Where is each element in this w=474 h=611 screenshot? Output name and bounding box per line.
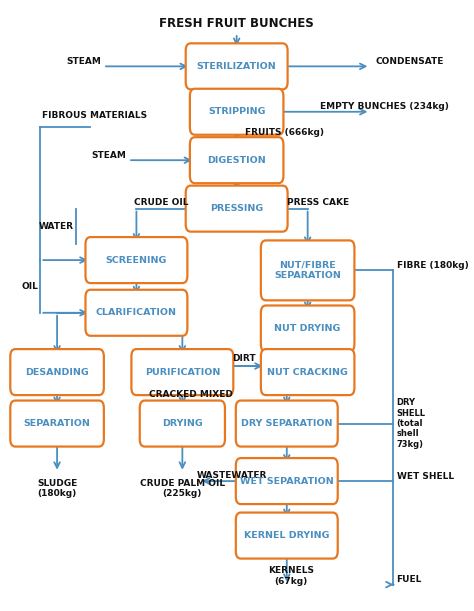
Text: OIL: OIL: [21, 282, 38, 291]
FancyBboxPatch shape: [140, 401, 225, 447]
Text: PURIFICATION: PURIFICATION: [145, 368, 220, 376]
FancyBboxPatch shape: [10, 401, 104, 447]
Text: NUT CRACKING: NUT CRACKING: [267, 368, 348, 376]
Text: FIBRE (180kg): FIBRE (180kg): [397, 261, 468, 270]
Text: CRUDE PALM OIL
(225kg): CRUDE PALM OIL (225kg): [140, 478, 225, 498]
Text: WET SHELL: WET SHELL: [397, 472, 454, 481]
FancyBboxPatch shape: [261, 349, 355, 395]
FancyBboxPatch shape: [236, 513, 337, 558]
FancyBboxPatch shape: [190, 89, 283, 135]
FancyBboxPatch shape: [261, 306, 355, 351]
Text: KERNELS
(67kg): KERNELS (67kg): [268, 566, 314, 586]
Text: NUT DRYING: NUT DRYING: [274, 324, 341, 333]
Text: FRESH FRUIT BUNCHES: FRESH FRUIT BUNCHES: [159, 18, 314, 31]
Text: KERNEL DRYING: KERNEL DRYING: [244, 531, 329, 540]
Text: DIRT: DIRT: [232, 354, 256, 364]
Text: CLARIFICATION: CLARIFICATION: [96, 309, 177, 317]
Text: FUEL: FUEL: [397, 576, 422, 584]
FancyBboxPatch shape: [186, 43, 288, 89]
Text: STEAM: STEAM: [91, 151, 126, 160]
Text: SCREENING: SCREENING: [106, 255, 167, 265]
Text: DESANDING: DESANDING: [25, 368, 89, 376]
FancyBboxPatch shape: [186, 186, 288, 232]
Text: PRESS CAKE: PRESS CAKE: [287, 198, 349, 207]
Text: STRIPPING: STRIPPING: [208, 108, 265, 116]
FancyBboxPatch shape: [261, 240, 355, 301]
Text: SLUDGE
(180kg): SLUDGE (180kg): [37, 478, 77, 498]
Text: STERILIZATION: STERILIZATION: [197, 62, 276, 71]
Text: EMPTY BUNCHES (234kg): EMPTY BUNCHES (234kg): [320, 103, 449, 111]
FancyBboxPatch shape: [190, 137, 283, 183]
FancyBboxPatch shape: [10, 349, 104, 395]
Text: DIGESTION: DIGESTION: [207, 156, 266, 165]
FancyBboxPatch shape: [85, 237, 187, 283]
Text: CRUDE OIL: CRUDE OIL: [134, 198, 189, 207]
Text: WATER: WATER: [39, 222, 74, 232]
Text: SEPARATION: SEPARATION: [24, 419, 91, 428]
Text: FRUITS (666kg): FRUITS (666kg): [245, 128, 324, 137]
Text: CRACKED MIXED: CRACKED MIXED: [149, 390, 232, 400]
Text: DRYING: DRYING: [162, 419, 203, 428]
Text: DRY
SHELL
(total
shell
73kg): DRY SHELL (total shell 73kg): [397, 398, 426, 449]
Text: WASTEWATER: WASTEWATER: [197, 470, 267, 480]
Text: STEAM: STEAM: [66, 57, 101, 66]
Text: NUT/FIBRE
SEPARATION: NUT/FIBRE SEPARATION: [274, 261, 341, 280]
FancyBboxPatch shape: [85, 290, 187, 336]
FancyBboxPatch shape: [236, 458, 337, 504]
Text: CONDENSATE: CONDENSATE: [376, 57, 444, 66]
Text: FIBROUS MATERIALS: FIBROUS MATERIALS: [43, 111, 147, 120]
FancyBboxPatch shape: [236, 401, 337, 447]
FancyBboxPatch shape: [131, 349, 233, 395]
Text: PRESSING: PRESSING: [210, 204, 263, 213]
Text: WET SEPARATION: WET SEPARATION: [240, 477, 334, 486]
Text: DRY SEPARATION: DRY SEPARATION: [241, 419, 333, 428]
